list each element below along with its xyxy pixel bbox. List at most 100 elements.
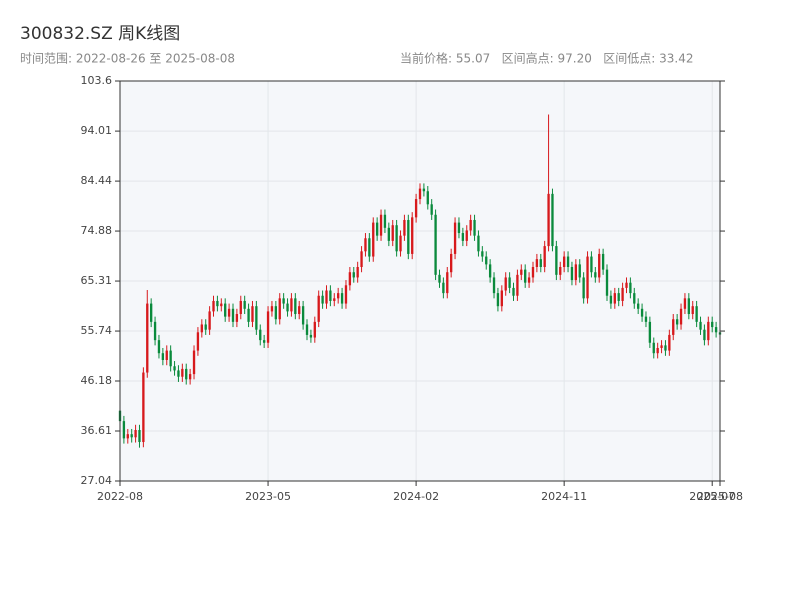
candle-body: [586, 256, 589, 299]
candle-body: [220, 303, 223, 307]
candle-body: [251, 306, 254, 322]
candle-body: [360, 251, 363, 267]
candle-body: [212, 300, 215, 312]
candle-body: [286, 303, 289, 312]
y-tick-label: 94.01: [81, 124, 113, 137]
candle-body: [399, 235, 402, 252]
candle-body: [430, 204, 433, 215]
x-tick-label: 2024-11: [541, 490, 587, 503]
y-tick-label: 103.6: [81, 74, 113, 87]
candle-body: [504, 277, 507, 291]
candle-body: [426, 191, 429, 205]
candle-body: [134, 430, 137, 438]
candle-body: [675, 319, 679, 325]
candle-body: [383, 214, 387, 228]
y-tick-label: 46.18: [81, 374, 113, 387]
candle-body: [356, 266, 359, 278]
candle-body: [200, 324, 203, 333]
y-tick-label: 65.31: [81, 274, 113, 287]
candle-body: [255, 306, 258, 330]
candle-body: [652, 342, 655, 354]
candle-body: [453, 222, 457, 254]
candle-body: [644, 316, 648, 322]
candle-body: [527, 277, 531, 283]
candle-body: [282, 298, 285, 304]
candle-body: [266, 311, 270, 343]
candle-body: [325, 290, 328, 304]
candle-body: [609, 295, 613, 304]
candle-body: [231, 308, 235, 322]
candle-body: [640, 308, 644, 317]
candle-body: [239, 300, 242, 315]
candle-body: [153, 321, 157, 341]
candle-body: [625, 282, 628, 288]
candle-body: [450, 253, 453, 273]
candle-body: [543, 246, 546, 267]
candle-body: [714, 327, 718, 333]
candle-body: [208, 311, 211, 330]
candle-body: [224, 303, 227, 317]
candle-body: [481, 251, 484, 257]
candle-body: [270, 306, 274, 312]
candle-body: [547, 193, 550, 247]
candle-body: [660, 345, 663, 348]
candle-body: [422, 188, 426, 192]
candle-body: [348, 272, 352, 286]
candle-body: [601, 253, 605, 270]
candle-body: [192, 350, 196, 375]
candle-body: [707, 321, 710, 341]
candle-body: [259, 329, 262, 341]
candle-body: [539, 259, 542, 267]
candle-body: [403, 219, 406, 236]
candle-body: [227, 308, 231, 317]
candle-body: [294, 298, 297, 315]
candle-body: [664, 345, 667, 351]
candle-body: [122, 421, 126, 439]
y-tick-label: 27.04: [81, 474, 113, 487]
candle-body: [605, 269, 609, 296]
subtitle-range: 时间范围: 2022-08-26 至 2025-08-08: [20, 52, 235, 66]
candle-body: [165, 350, 168, 360]
candle-body: [262, 340, 266, 343]
candle-body: [656, 347, 659, 354]
candle-body: [562, 256, 566, 267]
candle-body: [352, 272, 355, 278]
candle-body: [317, 295, 320, 322]
candle-body: [648, 321, 652, 343]
candle-body: [247, 308, 250, 322]
y-tick-label: 84.44: [81, 174, 113, 187]
candle-body: [364, 238, 367, 252]
candle-body: [687, 298, 690, 315]
candle-body: [613, 293, 616, 304]
candle-body: [590, 256, 593, 273]
candle-body: [157, 340, 161, 354]
candle-body: [173, 366, 176, 371]
candle-body: [629, 282, 632, 294]
candle-body: [375, 222, 379, 236]
candle-body: [496, 293, 500, 307]
candle-body: [185, 368, 188, 380]
candle-body: [679, 308, 683, 325]
candle-body: [570, 266, 574, 281]
candle-body: [617, 293, 620, 301]
candle-body: [305, 324, 309, 335]
candle-body: [329, 290, 332, 301]
candle-body: [387, 227, 390, 241]
candle-body: [298, 306, 301, 315]
candle-body: [512, 287, 515, 296]
candle-body: [598, 253, 601, 278]
candle-body: [477, 235, 480, 252]
candle-body: [290, 298, 293, 312]
candle-body: [672, 319, 675, 335]
y-tick-label: 74.88: [81, 224, 113, 237]
candle-body: [216, 300, 219, 307]
x-tick-label: 2022-08: [97, 490, 143, 503]
candle-body: [637, 303, 640, 309]
candle-body: [414, 199, 418, 218]
candle-body: [344, 285, 348, 304]
candle-body: [621, 287, 624, 301]
candle-body: [551, 193, 554, 247]
candle-body: [181, 368, 184, 377]
candle-body: [442, 282, 445, 294]
